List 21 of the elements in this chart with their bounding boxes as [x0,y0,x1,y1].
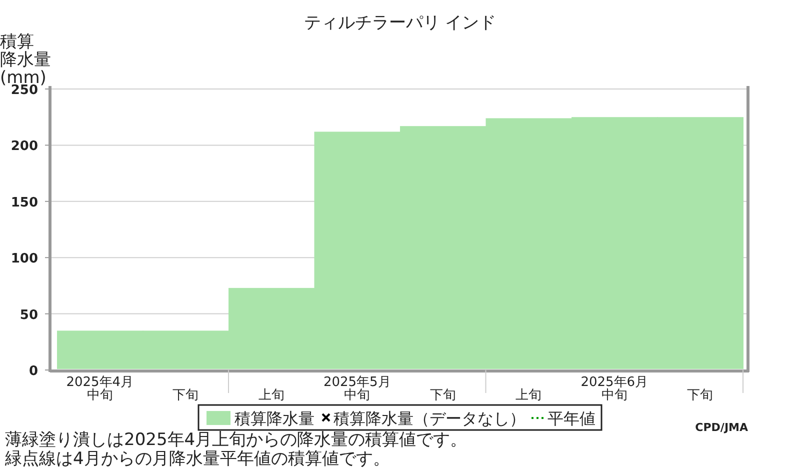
y-tick-label: 100 [10,252,38,267]
legend-label: 平年値 [548,409,596,428]
y-tick-label: 200 [10,139,38,154]
chart-title: ティルチラーパリ インド [304,13,496,33]
text: 緑点線は4月からの月降水量平年値の積算値です。 [4,449,390,469]
x-tick-label: 上旬 [516,388,542,403]
legend-label: 積算降水量 [234,409,314,428]
x-tick-label: 2025年5月中旬 [323,375,391,403]
text: CPD/JMA [695,421,748,434]
y-tick-label: 150 [10,195,38,210]
y-tick-label: 0 [28,364,38,379]
y-tick-label: 50 [20,308,38,323]
x-tick-label: 下旬 [687,388,714,403]
x-tick-label: 下旬 [430,388,456,403]
text: 薄緑塗り潰しは2025年4月上旬からの降水量の積算値です。 [5,430,468,450]
y-tick-label: 250 [10,83,38,98]
x-tick-label: 上旬 [258,388,284,403]
x-tick-label: 2025年6月中旬 [580,375,648,403]
legend-label: 積算降水量（データなし） [334,409,526,428]
x-tick-label: 下旬 [172,388,199,403]
x-tick-label: 2025年4月中旬 [66,375,134,403]
